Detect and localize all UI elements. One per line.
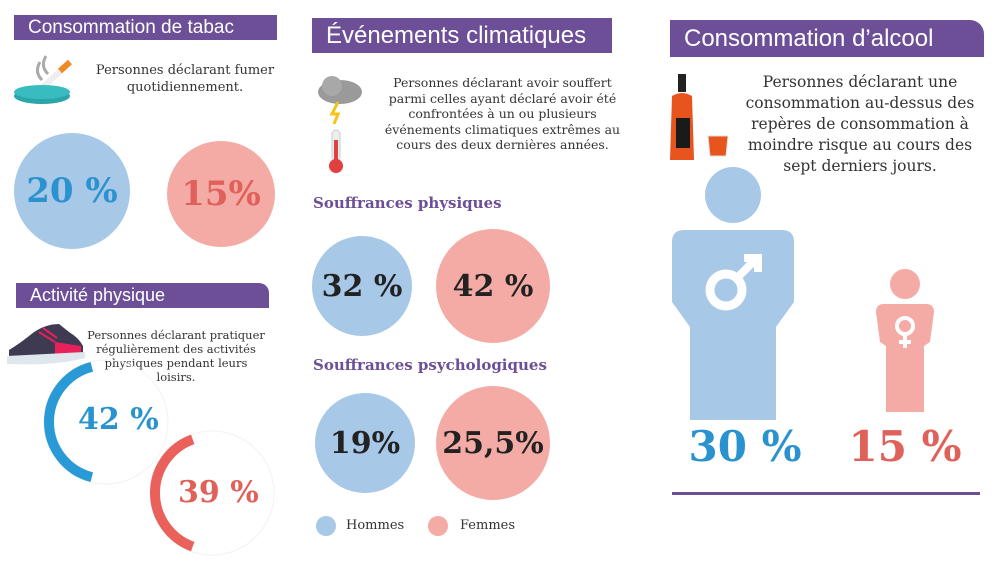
legend-hommes-dot xyxy=(316,516,336,536)
physiques-femmes-value: 42 % xyxy=(452,268,534,304)
climat-psychologiques-label: Souffrances psychologiques xyxy=(313,356,547,374)
activite-description: Personnes déclarant pratiquer régulièrem… xyxy=(87,328,265,384)
tabac-hommes-value: 20 % xyxy=(26,171,118,211)
activite-arcs xyxy=(43,359,275,556)
psychologiques-hommes-value: 19% xyxy=(329,425,401,461)
psychologiques-hommes-circle: 19% xyxy=(315,393,415,493)
activite-femmes-arc xyxy=(150,434,195,552)
physiques-hommes-circle: 32 % xyxy=(312,236,412,336)
alcool-divider xyxy=(672,492,980,495)
climat-header: Événements climatiques xyxy=(312,18,612,53)
tabac-description: Personnes déclarant fumer quotidiennemen… xyxy=(95,63,275,95)
activite-header: Activité physique xyxy=(16,283,269,308)
tabac-femmes-circle: 15% xyxy=(167,141,275,247)
tabac-femmes-value: 15% xyxy=(181,174,261,214)
alcool-description: Personnes déclarant une consommation au-… xyxy=(745,73,975,175)
alcool-header: Consommation d’alcool xyxy=(670,20,984,57)
female-figure-icon xyxy=(876,269,934,412)
alcool-hommes-value: 30 % xyxy=(688,422,802,471)
activite-hommes-arc xyxy=(44,361,94,483)
climat-description: Personnes déclarant avoir souffert parmi… xyxy=(384,75,621,152)
psychologiques-femmes-value: 25,5% xyxy=(442,425,544,461)
physiques-hommes-value: 32 % xyxy=(321,268,403,304)
tabac-hommes-circle: 20 % xyxy=(14,133,130,249)
alcool-femmes-value: 15 % xyxy=(848,422,962,471)
activite-femmes-value: 39 % xyxy=(178,475,259,510)
storm-cloud-thermometer-icon xyxy=(318,76,362,173)
psychologiques-femmes-circle: 25,5% xyxy=(436,386,550,500)
male-figure-icon xyxy=(672,167,794,420)
physiques-femmes-circle: 42 % xyxy=(436,229,550,343)
ashtray-icon xyxy=(14,55,73,104)
legend-femmes-label: Femmes xyxy=(460,518,516,533)
tabac-header: Consommation de tabac xyxy=(14,15,277,40)
climat-physiques-label: Souffrances physiques xyxy=(313,194,502,212)
sneaker-icon xyxy=(7,324,85,365)
activite-hommes-value: 42 % xyxy=(78,402,159,437)
bottle-glass-icon xyxy=(670,74,729,160)
legend-hommes-label: Hommes xyxy=(346,518,405,533)
legend-femmes-dot xyxy=(428,516,448,536)
